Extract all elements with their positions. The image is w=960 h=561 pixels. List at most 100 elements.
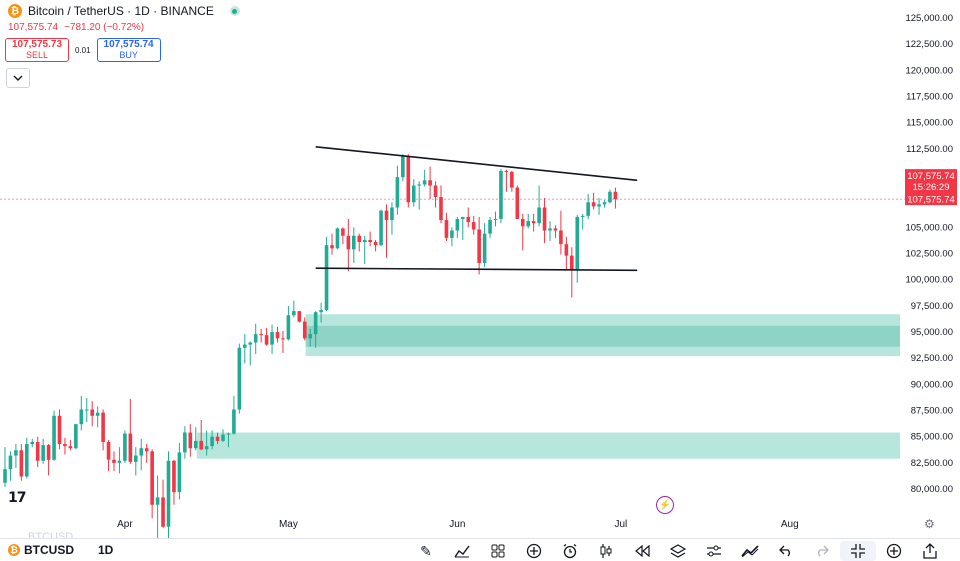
replay-icon[interactable] <box>624 541 660 561</box>
candle-body <box>30 441 35 445</box>
candle-body <box>341 228 345 236</box>
candle-body <box>302 321 307 339</box>
sell-button[interactable]: 107,575.73 SELL <box>5 38 69 62</box>
demand-zone-lower <box>196 432 901 459</box>
candle-body <box>379 210 383 246</box>
candle-body <box>139 448 144 456</box>
candle-body <box>35 441 40 461</box>
symbol-label: BTCUSD <box>24 543 74 557</box>
candle-body <box>286 315 291 340</box>
support-trendline[interactable] <box>315 267 638 272</box>
candle-body <box>183 432 187 453</box>
undo-icon[interactable] <box>768 541 804 561</box>
candle-body <box>477 229 481 263</box>
price-tag-box <box>905 169 957 206</box>
y-axis-tick-label: 120,000.00 <box>905 65 953 76</box>
y-axis-tick-label: 112,500.00 <box>906 144 953 155</box>
candle-body <box>335 228 340 249</box>
candle-body <box>373 242 378 246</box>
candle-body <box>41 445 45 461</box>
price-tag-line-price: 107,575.74 <box>907 195 955 206</box>
sell-label: SELL <box>25 50 49 60</box>
candle-body <box>144 448 149 452</box>
candle-body <box>602 202 607 205</box>
candle-body <box>84 409 89 411</box>
candle-body <box>504 170 509 172</box>
crosshair-plus-icon[interactable] <box>516 541 552 561</box>
lightning-icon[interactable]: ⚡ <box>656 496 674 514</box>
share-icon[interactable] <box>912 541 948 561</box>
price-line: 107,575.74 −781.20 (−0.72%) <box>8 22 144 33</box>
sell-price: 107,575.73 <box>11 39 63 50</box>
candle-body <box>444 220 449 238</box>
trend-icon[interactable] <box>732 541 768 561</box>
alarm-icon[interactable] <box>552 541 588 561</box>
candle-body <box>215 436 220 441</box>
candle-body <box>166 460 171 527</box>
candle-body <box>177 452 182 493</box>
x-axis-tick-label: Aug <box>781 519 799 530</box>
candle-body <box>95 412 100 416</box>
candle-body <box>52 415 56 460</box>
candle-body <box>493 219 498 221</box>
candle-body <box>406 156 411 203</box>
grid-layout-icon[interactable] <box>480 541 516 561</box>
symbol-button[interactable]: ₿ BTCUSD <box>8 543 74 557</box>
candle-body <box>248 342 253 345</box>
gear-icon[interactable]: ⚙ <box>924 517 935 531</box>
candle-body <box>422 180 427 185</box>
y-axis-tick-label: 102,500.00 <box>905 249 953 260</box>
zoom-in-icon[interactable] <box>876 541 912 561</box>
candle-body <box>591 202 596 207</box>
candle-body <box>63 444 67 447</box>
x-axis-tick-label: Jul <box>614 519 627 530</box>
fullscreen-icon[interactable] <box>840 541 876 561</box>
candle-body <box>471 222 476 230</box>
chart-header: ₿ Bitcoin / TetherUS · 1D · BINANCE <box>8 4 240 18</box>
candle-body <box>455 219 460 231</box>
candle-body <box>313 312 318 335</box>
settings-sliders-icon[interactable] <box>696 541 732 561</box>
candle-body <box>243 344 247 348</box>
candle-body <box>613 191 618 200</box>
pencil-icon[interactable]: ✎ <box>420 542 432 559</box>
indicators-icon[interactable] <box>444 541 480 561</box>
candle-body <box>575 216 580 270</box>
tool-icons: ✎ <box>408 541 948 561</box>
candle-body <box>586 202 590 216</box>
candle-body <box>253 334 258 343</box>
candle-body <box>292 311 296 316</box>
y-axis-tick-label: 85,000.00 <box>911 432 953 443</box>
candle-body <box>559 230 563 245</box>
redo-icon[interactable] <box>804 541 840 561</box>
layers-icon[interactable] <box>660 541 696 561</box>
candle-body <box>204 446 209 450</box>
interval-button[interactable]: 1D <box>98 543 114 557</box>
candle-body <box>90 409 94 416</box>
tradingview-logo[interactable]: 17 <box>8 490 27 506</box>
candle-body <box>390 207 394 221</box>
candle-body <box>199 440 203 450</box>
candles-icon[interactable] <box>588 541 624 561</box>
symbol-title[interactable]: Bitcoin / TetherUS · 1D · BINANCE <box>28 4 214 18</box>
collapse-legend-button[interactable] <box>6 68 30 88</box>
candle-body <box>226 433 231 435</box>
market-open-icon <box>229 6 240 16</box>
candle-body <box>597 204 601 207</box>
buy-button[interactable]: 107,575.74 BUY <box>96 38 161 62</box>
candle-body <box>172 460 176 493</box>
candle-body <box>570 255 574 270</box>
candle-body <box>488 220 492 234</box>
candle-body <box>510 171 514 188</box>
candle-body <box>134 455 138 462</box>
y-axis-tick-label: 95,000.00 <box>911 327 953 338</box>
y-axis-tick-label: 87,500.00 <box>911 406 953 417</box>
candle-body <box>439 197 443 221</box>
candle-body <box>123 433 127 461</box>
resistance-trendline[interactable] <box>315 145 638 182</box>
candle-body <box>259 334 263 336</box>
y-axis-tick-label: 92,500.00 <box>911 353 953 364</box>
candle-body <box>8 455 13 470</box>
trade-panel: 107,575.73 SELL 0.01 107,575.74 BUY <box>5 38 161 62</box>
